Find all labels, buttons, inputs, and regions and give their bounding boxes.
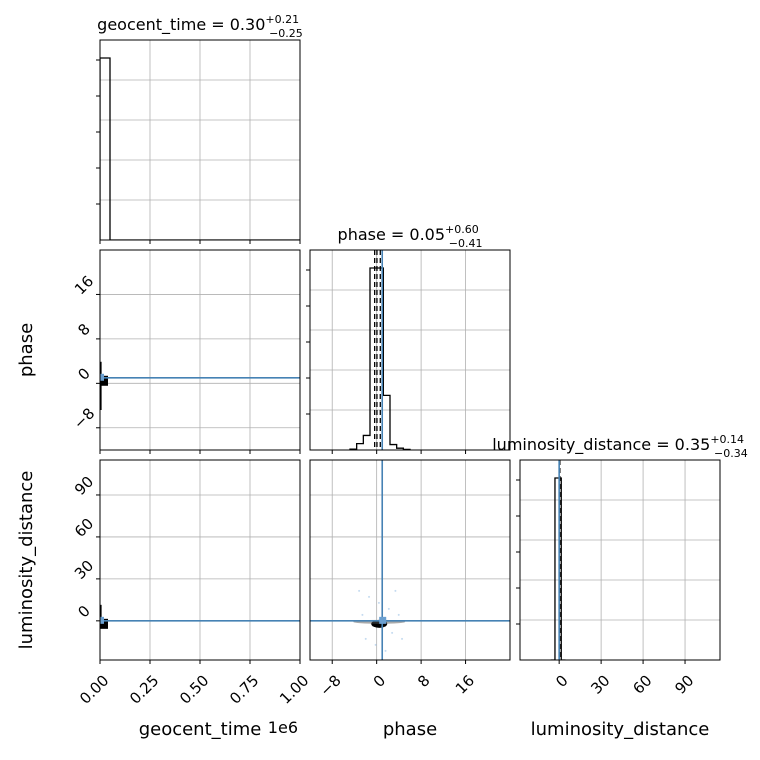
panel-phase-vs-phase: phase = 0.05+0.60 −0.41 [306,223,511,454]
sample-point [384,649,387,652]
histogram-phase [349,267,411,450]
truth-marker [100,616,104,624]
panel-phase-vs-geocent_time: −8 0 8 16 phase [16,249,301,454]
title-sup: +0.21 [265,13,299,26]
title-main: luminosity_distance = 0.35 [492,435,710,455]
histogram-luminosity_distance [550,477,566,660]
panel-content [100,460,300,660]
title-sub: −0.41 [449,237,483,250]
sample-point [401,637,404,640]
panel-content [100,250,300,450]
x-offset-label: 1e6 [268,718,298,737]
sample-point [368,595,371,598]
sample-point [358,589,361,592]
panel-content [100,40,300,240]
sample-point [394,589,397,592]
y-tick-label: 0 [74,602,93,621]
panel-luminosity_distance-vs-luminosity_distance: luminosity_distance = 0.35+0.14 −0.34 0 30 6… [492,433,748,740]
sample-point [391,631,394,634]
panel-luminosity_distance-vs-geocent_time: 0 30 60 90 luminosity_distance 0.00 0.25 0.50 0.… [16,459,312,740]
y-tick-label: 30 [71,557,97,583]
panel-frame [99,459,301,661]
x-tick-label: 60 [629,671,655,697]
x-axis-label-luminosity_distance: luminosity_distance [531,719,710,740]
panel-title-geocent_time: geocent_time = 0.30+0.21 −0.25 [97,13,303,40]
y-tick-label: 0 [74,364,93,383]
x-tick-label: 30 [587,671,613,697]
y-tick-label: 60 [71,515,97,541]
y-axis-label-luminosity_distance: luminosity_distance [16,471,37,650]
x-tick-label: 0 [370,671,389,690]
truth-marker [379,616,387,624]
x-tick-label: 0.50 [176,671,212,707]
x-axis-label-phase: phase [383,719,437,740]
truth-marker [100,373,104,381]
panel-content [310,250,510,450]
panel-content [520,460,720,660]
title-main: phase = 0.05 [338,225,445,244]
title-sup: +0.60 [445,223,479,236]
panel-title-luminosity_distance: luminosity_distance = 0.35+0.14 −0.34 [492,433,748,460]
sample-point [387,607,390,610]
x-tick-label: 0.00 [76,671,112,707]
panel-title-phase: phase = 0.05+0.60 −0.41 [338,223,483,250]
sample-point [374,643,377,646]
title-sup: +0.14 [710,433,744,446]
sample-point [377,601,380,604]
title-main: geocent_time = 0.30 [97,15,265,35]
x-tick-label: 0 [552,671,571,690]
panel-frame [519,459,721,661]
x-tick-label: 0.75 [226,671,262,707]
sample-point [397,613,400,616]
title-sub: −0.34 [714,447,748,460]
sample-point [361,613,364,616]
panel-luminosity_distance-vs-phase: −8 0 8 16 phase [309,459,511,740]
x-tick-label: 1.00 [276,671,312,707]
panel-frame [99,249,301,451]
panel-content [310,460,510,660]
y-tick-label: 16 [71,272,97,298]
x-axis-label-geocent_time: geocent_time [139,719,262,740]
y-tick-label: 8 [74,320,93,339]
sample-point [364,637,367,640]
panel-frame [309,459,511,661]
y-tick-label: −8 [70,404,98,432]
x-tick-label: 0.25 [126,671,162,707]
title-sub: −0.25 [269,27,303,40]
panel-frame [309,249,511,451]
x-tick-label: 8 [414,671,433,690]
histogram-geocent_time [100,57,300,240]
x-tick-label: −8 [316,671,344,699]
panel-geocent_time-vs-geocent_time: geocent_time = 0.30+0.21 −0.25 [96,13,303,244]
y-tick-label: 90 [71,473,97,499]
y-axis-label-phase: phase [16,323,37,377]
x-tick-label: 90 [671,671,697,697]
x-tick-label: 16 [452,671,478,697]
panel-frame [99,39,301,241]
